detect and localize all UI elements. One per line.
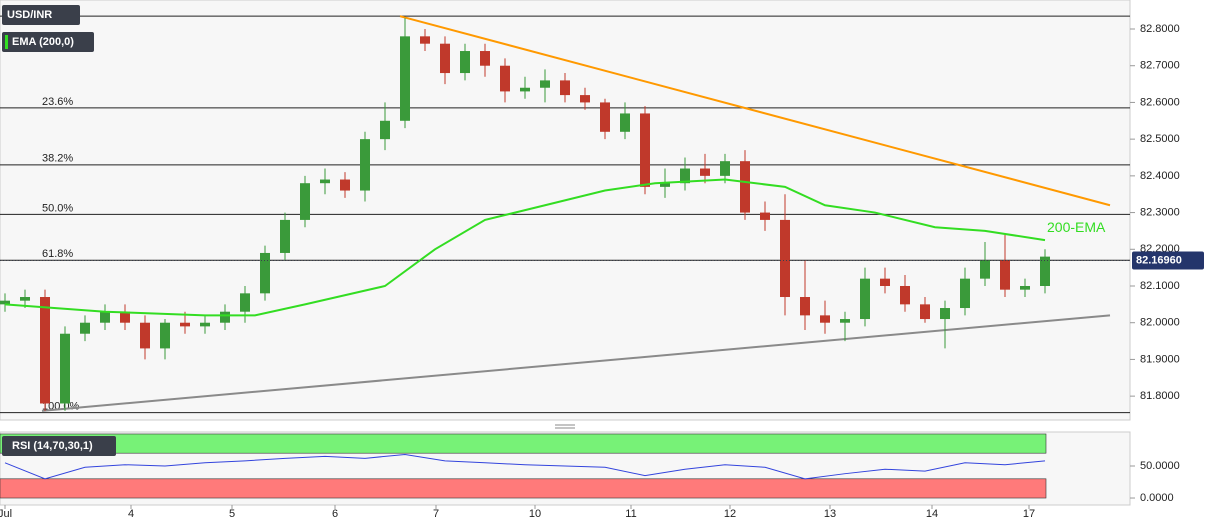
candle-body [60, 333, 70, 404]
candle-body [560, 80, 570, 96]
candle-body [780, 219, 790, 298]
candle-body [340, 179, 350, 191]
candle-body [940, 308, 950, 320]
legend-label: EMA (200,0) [12, 36, 74, 48]
candle-body [140, 322, 150, 349]
trend-line [41, 314, 1111, 412]
price-panel [0, 0, 1131, 421]
candle-body [900, 285, 910, 305]
y-tick-label: 82.0000 [1140, 317, 1180, 329]
candle-body [700, 168, 710, 176]
x-tick-label: 4 [128, 508, 134, 520]
candle-body [1020, 285, 1030, 290]
candle-body [760, 212, 770, 220]
candle-body [300, 183, 310, 220]
rsi-title: RSI (14,70,30,1) [12, 440, 93, 452]
fib-label: 23.6% [42, 96, 73, 108]
x-tick-label: 7 [433, 508, 439, 520]
x-tick-label: 5 [229, 508, 235, 520]
candle-body [420, 36, 430, 44]
candle-body [0, 300, 10, 305]
candle-body [160, 322, 170, 349]
rsi-band [0, 433, 1047, 454]
candle-body [920, 304, 930, 320]
trend-line [399, 15, 1111, 207]
legend-swatch [5, 35, 8, 49]
title-box [2, 436, 116, 456]
candle-body [440, 43, 450, 74]
x-tick-label: 17 [1023, 508, 1035, 520]
chart-title: USD/INR [7, 9, 52, 21]
y-tick-label: 50.0000 [1140, 460, 1180, 472]
y-tick-label: 82.3000 [1140, 206, 1180, 218]
candle-body [540, 80, 550, 88]
candle-body [660, 183, 670, 187]
candle-body [20, 297, 30, 301]
candle-body [960, 278, 970, 309]
y-tick-label: 82.7000 [1140, 60, 1180, 72]
candle-body [200, 322, 210, 327]
y-tick-label: 81.8000 [1140, 390, 1180, 402]
fib-label: 61.8% [42, 248, 73, 260]
candle-body [100, 311, 110, 323]
candle-body [280, 219, 290, 253]
candle-body [880, 278, 890, 286]
candle-body [820, 315, 830, 323]
y-tick-label: 82.8000 [1140, 23, 1180, 35]
candle-body [620, 113, 630, 132]
y-tick-label: 82.4000 [1140, 170, 1180, 182]
title-box [2, 5, 80, 25]
rsi-line [4, 453, 1046, 480]
candle-body [640, 113, 650, 187]
candle-body [40, 297, 50, 404]
y-tick-label: 82.5000 [1140, 133, 1180, 145]
x-tick-label: 6 [332, 508, 338, 520]
candle-body [860, 278, 870, 320]
candle-body [680, 168, 690, 184]
y-tick-label: 82.6000 [1140, 96, 1180, 108]
x-tick-label: Jul [0, 508, 12, 520]
candle-body [380, 120, 390, 140]
candle-body [480, 51, 490, 66]
candle-body [320, 179, 330, 184]
candle-body [80, 322, 90, 334]
ema-annotation: 200-EMA [1047, 219, 1106, 235]
candle-body [720, 161, 730, 176]
candle-body [520, 87, 530, 92]
candle-body [580, 95, 590, 103]
x-tick-label: 10 [529, 508, 541, 520]
candle-body [120, 311, 130, 323]
candle-body [740, 161, 750, 213]
candle-body [980, 260, 990, 279]
x-tick-label: 13 [824, 508, 836, 520]
last-price-label: 82.16960 [1136, 254, 1182, 266]
y-tick-label: 81.9000 [1140, 353, 1180, 365]
candle-body [460, 51, 470, 74]
candle-body [240, 293, 250, 312]
candle-body [600, 102, 610, 132]
fib-label: 50.0% [42, 202, 73, 214]
ema-line [4, 178, 1046, 317]
candle-body [360, 139, 370, 191]
candle-body [400, 36, 410, 121]
x-tick-label: 12 [724, 508, 736, 520]
y-tick-label: 0.0000 [1140, 492, 1174, 504]
rsi-band [0, 478, 1047, 499]
legend-box [2, 32, 94, 52]
candle-body [180, 322, 190, 327]
candle-body [500, 65, 510, 92]
last-price-box [1132, 251, 1204, 270]
y-tick-label: 82.1000 [1140, 280, 1180, 292]
candle-body [1040, 256, 1050, 286]
candle-body [840, 319, 850, 323]
candle-body [260, 252, 270, 294]
x-tick-label: 14 [926, 508, 938, 520]
x-tick-label: 11 [625, 508, 636, 520]
candle-body [800, 297, 810, 316]
candle-body [1000, 260, 1010, 290]
candle-body [220, 311, 230, 323]
fib-label: 38.2% [42, 153, 73, 165]
